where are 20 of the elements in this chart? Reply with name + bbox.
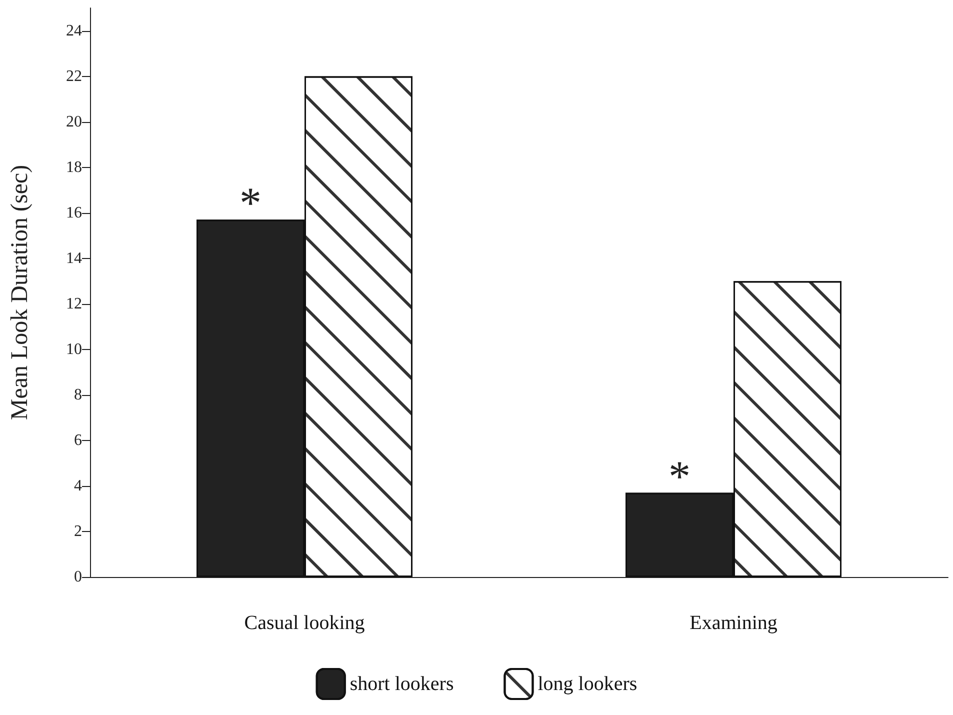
annotation: * — [668, 452, 690, 501]
y-tick-label: 16 — [66, 204, 82, 222]
y-tick-label: 22 — [66, 68, 82, 85]
y-tick-label: 12 — [66, 295, 82, 312]
y-tick-label: 10 — [66, 340, 82, 358]
y-tick-label: 20 — [66, 113, 82, 130]
x-tick-label: Casual looking — [244, 612, 365, 634]
y-tick-label: 24 — [66, 22, 82, 40]
y-axis-title: Mean Look Duration (sec) — [7, 164, 33, 420]
y-tick-label: 18 — [66, 158, 82, 176]
x-tick-label: Examining — [690, 612, 778, 634]
y-tick-label: 0 — [74, 568, 82, 586]
y-tick-label: 8 — [74, 386, 82, 404]
y-tick-label: 14 — [66, 250, 82, 267]
legend-label: long lookers — [538, 673, 638, 695]
annotation: * — [240, 178, 262, 228]
legend-label: short lookers — [350, 673, 454, 695]
y-tick-label: 2 — [74, 522, 82, 540]
y-tick-label: 6 — [74, 432, 82, 449]
y-tick-label: 4 — [74, 477, 82, 494]
